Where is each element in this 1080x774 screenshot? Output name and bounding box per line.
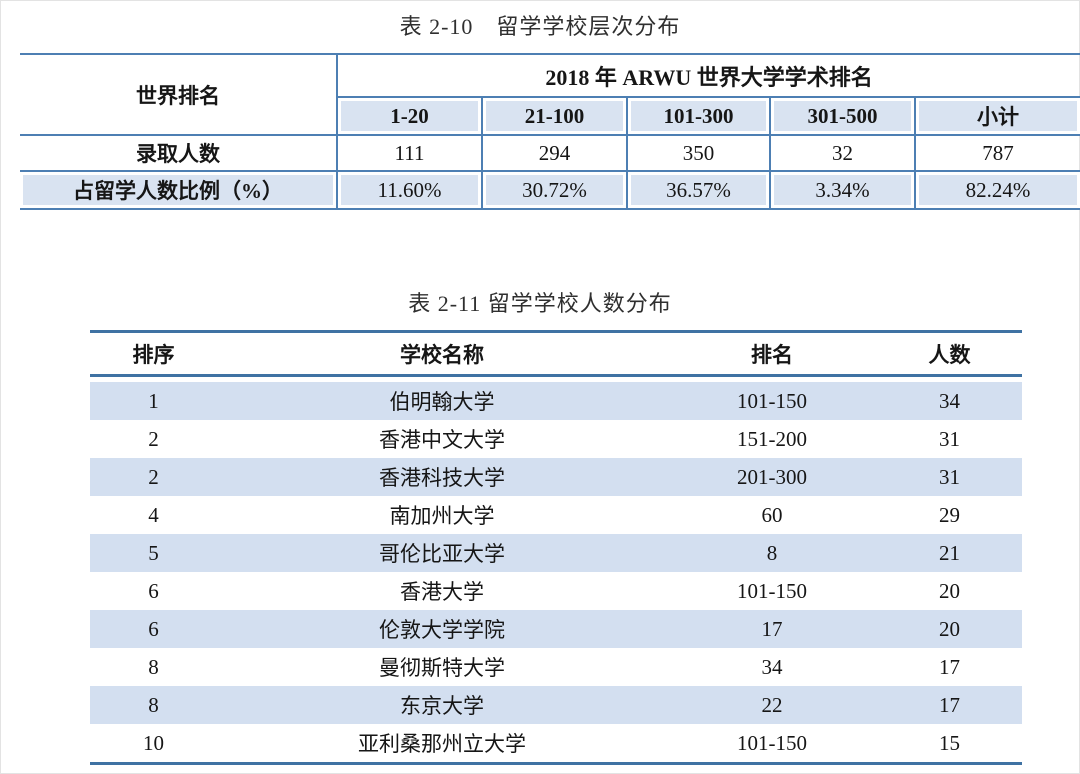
rank-order-cell: 8 [148,654,159,679]
rank-order-cell: 5 [90,534,217,572]
school-name-cell: 南加州大学 [389,504,495,528]
school-name-cell: 曼彻斯特大学 [379,656,505,680]
subheader-cell: 1-20 [337,96,483,136]
subheader-cell: 21-100 [481,96,628,136]
table-row: 6 伦敦大学学院 17 20 [90,610,1022,648]
school-name-cell: 香港科技大学 [217,458,667,496]
table-row: 1-20 21-100 101-300 301-500 小计 [20,96,1080,136]
table-row: 6 香港大学 101-150 20 [90,572,1022,610]
group-header-cell: 2018 年 ARWU 世界大学学术排名 [335,53,1080,98]
table-row: 10 亚利桑那州立大学 101-150 15 [90,724,1022,764]
rank-order-cell: 1 [90,382,217,420]
value-cell: 294 [481,134,628,172]
count-cell: 31 [939,426,960,451]
row-label-cell: 占留学人数比例（%） [20,170,338,210]
ranking-cell: 101-150 [737,578,807,603]
value-cell: 3.34% [769,170,916,210]
table-row: 4 南加州大学 60 29 [90,496,1022,534]
school-name-cell: 亚利桑那州立大学 [358,732,526,756]
count-cell: 21 [877,534,1022,572]
rank-order-cell: 2 [148,426,159,451]
count-cell: 20 [939,578,960,603]
table-2-10-title: 表 2-10 留学学校层次分布 [399,14,681,39]
count-cell: 17 [939,654,960,679]
table-row: 录取人数 111 294 350 32 787 [20,134,1080,172]
school-name-cell: 香港大学 [400,580,484,604]
count-cell: 17 [877,686,1022,724]
value-cell: 36.57% [626,170,771,210]
ranking-cell: 60 [761,502,783,527]
value-cell: 350 [626,134,771,172]
subheader-cell: 101-300 [626,96,771,136]
corner-header-cell: 世界排名 [20,53,338,136]
value-cell: 82.24% [913,170,1080,210]
ranking-cell: 101-150 [667,382,877,420]
table-row: 2 香港科技大学 201-300 31 [90,458,1022,496]
ranking-cell: 151-200 [737,426,807,451]
subheader-cell: 小计 [913,96,1080,136]
table-2-11: 排序 学校名称 排名 人数 1 伯明翰大学 101-150 34 2 香港中文大… [90,330,1022,765]
rank-order-cell: 8 [90,686,217,724]
count-cell: 34 [877,382,1022,420]
rank-order-cell: 10 [143,730,164,755]
table-row: 2 香港中文大学 151-200 31 [90,420,1022,458]
value-cell: 32 [769,134,916,172]
rank-order-cell: 6 [148,578,159,603]
table-row: 世界排名 2018 年 ARWU 世界大学学术排名 [20,53,1080,136]
value-cell: 11.60% [336,170,483,210]
table-header-row: 排序 学校名称 排名 人数 [90,331,1022,377]
school-name-cell: 香港中文大学 [379,428,505,452]
table-row: 5 哥伦比亚大学 8 21 [90,534,1022,572]
school-name-cell: 伦敦大学学院 [217,610,667,648]
count-cell: 29 [939,502,960,527]
column-header-cell: 学校名称 [217,331,667,377]
table-row: 8 曼彻斯特大学 34 17 [90,648,1022,686]
table-2-11-title: 表 2-11 留学学校人数分布 [408,291,672,316]
ranking-cell: 201-300 [667,458,877,496]
row-label-cell: 录取人数 [20,134,338,172]
table-row: 占留学人数比例（%） 11.60% 30.72% 36.57% 3.34% 82… [20,170,1080,210]
table-row: 8 东京大学 22 17 [90,686,1022,724]
column-header-cell: 排名 [667,331,877,377]
rank-order-cell: 2 [90,458,217,496]
count-cell: 15 [939,730,960,755]
school-name-cell: 哥伦比亚大学 [217,534,667,572]
ranking-cell: 8 [667,534,877,572]
table-2-10: 世界排名 2018 年 ARWU 世界大学学术排名 1-20 21-100 10… [20,53,1080,210]
ranking-cell: 34 [761,654,783,679]
ranking-cell: 101-150 [737,730,807,755]
subheader-cell: 301-500 [769,96,916,136]
count-cell: 31 [877,458,1022,496]
rank-order-cell: 4 [148,502,159,527]
value-cell: 30.72% [481,170,628,210]
value-cell: 111 [336,134,483,172]
school-name-cell: 伯明翰大学 [217,382,667,420]
column-header-cell: 排序 [90,331,217,377]
ranking-cell: 22 [667,686,877,724]
school-name-cell: 东京大学 [217,686,667,724]
count-cell: 20 [877,610,1022,648]
rank-order-cell: 6 [90,610,217,648]
value-cell: 787 [913,134,1080,172]
column-header-cell: 人数 [877,331,1022,377]
table-row: 1 伯明翰大学 101-150 34 [90,382,1022,420]
ranking-cell: 17 [667,610,877,648]
